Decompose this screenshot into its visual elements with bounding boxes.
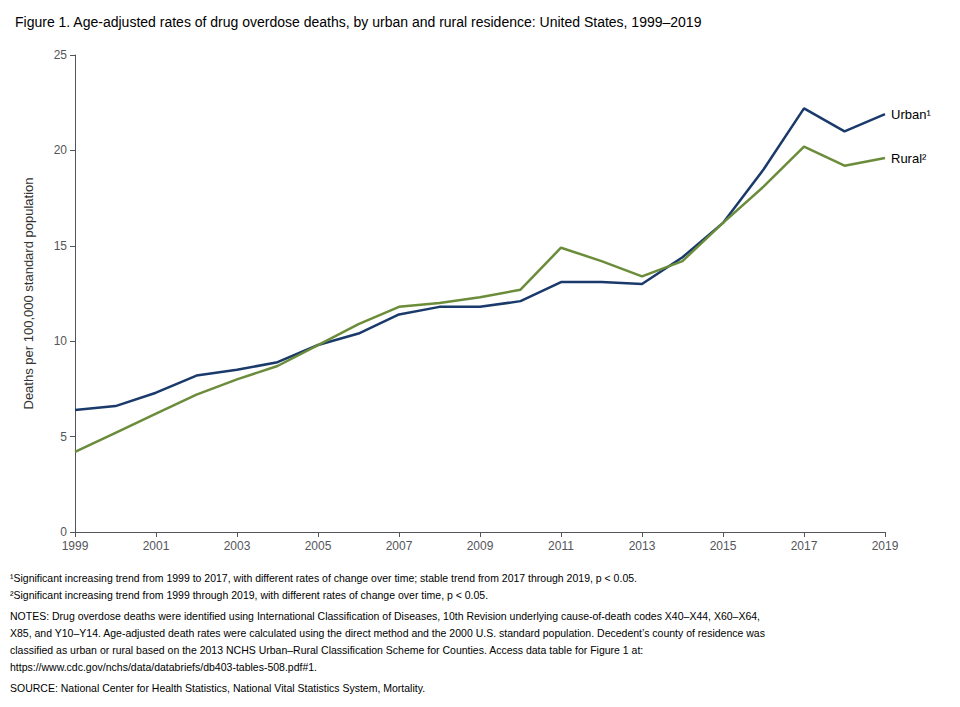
svg-text:NOTES: Drug overdose deaths we: NOTES: Drug overdose deaths were identif…	[10, 610, 760, 622]
svg-text:5: 5	[60, 430, 67, 444]
svg-text:Deaths per 100,000 standard po: Deaths per 100,000 standard population	[21, 177, 36, 409]
svg-text:Urban¹: Urban¹	[891, 107, 931, 122]
svg-text:15: 15	[54, 239, 68, 253]
svg-text:classified as urban or rural b: classified as urban or rural based on th…	[10, 644, 643, 656]
svg-text:X85, and Y10–Y14. Age-adjusted: X85, and Y10–Y14. Age-adjusted death rat…	[10, 627, 765, 639]
svg-text:25: 25	[54, 48, 68, 62]
svg-text:10: 10	[54, 334, 68, 348]
svg-text:https://www.cdc.gov/nchs/data/: https://www.cdc.gov/nchs/data/databriefs…	[10, 661, 317, 673]
svg-text:1999: 1999	[62, 539, 89, 553]
svg-text:20: 20	[54, 143, 68, 157]
svg-text:2001: 2001	[143, 539, 170, 553]
svg-text:0: 0	[60, 525, 67, 539]
svg-text:2003: 2003	[224, 539, 251, 553]
svg-text:2019: 2019	[872, 539, 899, 553]
svg-text:²Significant increasing trend: ²Significant increasing trend from 1999 …	[10, 589, 488, 601]
svg-text:Figure 1. Age-adjusted rates o: Figure 1. Age-adjusted rates of drug ove…	[15, 14, 702, 30]
svg-text:Rural²: Rural²	[891, 151, 927, 166]
svg-text:2007: 2007	[386, 539, 413, 553]
svg-text:¹Significant increasing trend: ¹Significant increasing trend from 1999 …	[10, 572, 637, 584]
svg-text:2017: 2017	[791, 539, 818, 553]
svg-text:2011: 2011	[548, 539, 574, 553]
svg-text:2005: 2005	[305, 539, 332, 553]
svg-text:2015: 2015	[710, 539, 737, 553]
svg-text:2013: 2013	[629, 539, 656, 553]
svg-text:SOURCE: National Center for He: SOURCE: National Center for Health Stati…	[10, 682, 425, 694]
svg-text:2009: 2009	[467, 539, 494, 553]
